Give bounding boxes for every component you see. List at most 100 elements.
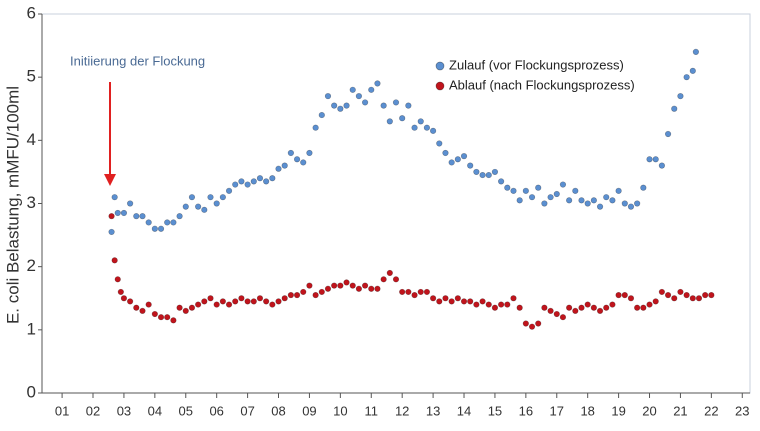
y-tick-label: 5 xyxy=(27,67,36,86)
point xyxy=(683,291,690,299)
x-tick-label: 13 xyxy=(426,403,440,418)
point xyxy=(281,295,288,302)
point xyxy=(498,301,505,308)
point xyxy=(460,153,468,160)
y-tick-label: 0 xyxy=(27,382,36,401)
x-tick-label: 22 xyxy=(704,403,718,418)
y-tick-label: 1 xyxy=(27,319,36,338)
point xyxy=(547,307,554,314)
point xyxy=(658,288,665,296)
point xyxy=(491,168,499,176)
point xyxy=(263,178,270,185)
point xyxy=(139,307,146,314)
point xyxy=(392,276,400,283)
point xyxy=(695,295,703,302)
point xyxy=(547,194,554,201)
point xyxy=(120,295,128,302)
x-tick-label: 06 xyxy=(209,403,223,418)
legend-marker xyxy=(435,61,445,71)
point xyxy=(572,187,579,194)
point xyxy=(281,162,288,169)
point xyxy=(164,314,171,321)
point xyxy=(151,225,158,232)
x-tick-label: 18 xyxy=(580,403,594,418)
point xyxy=(337,282,344,289)
point xyxy=(368,285,375,292)
point xyxy=(399,115,406,122)
x-tick-label: 05 xyxy=(179,403,193,418)
point xyxy=(423,124,431,131)
point xyxy=(386,269,393,277)
point xyxy=(337,105,344,112)
point xyxy=(615,187,622,194)
point xyxy=(170,317,177,324)
x-tick-label: 07 xyxy=(240,403,254,418)
point xyxy=(306,149,313,157)
point xyxy=(219,194,226,201)
point xyxy=(664,130,672,138)
point xyxy=(671,295,678,302)
point xyxy=(256,175,264,182)
point xyxy=(263,298,270,305)
point xyxy=(522,187,529,194)
point xyxy=(244,298,251,305)
point xyxy=(176,304,183,311)
point xyxy=(417,118,424,125)
point xyxy=(127,298,134,305)
point xyxy=(275,165,282,172)
point xyxy=(213,301,220,308)
point xyxy=(380,276,387,283)
point xyxy=(232,298,239,305)
point xyxy=(640,304,647,311)
point xyxy=(442,149,449,157)
point xyxy=(324,285,332,292)
point xyxy=(238,178,245,185)
point xyxy=(596,307,604,314)
point xyxy=(188,304,196,311)
y-tick-label: 2 xyxy=(27,256,36,275)
point xyxy=(182,203,189,210)
legend-label: Ablauf (nach Flockungsprozess) xyxy=(449,77,635,92)
point xyxy=(157,314,165,321)
point xyxy=(201,298,208,305)
point xyxy=(411,124,418,131)
point xyxy=(566,304,573,311)
point xyxy=(621,291,628,299)
point xyxy=(188,194,196,201)
point xyxy=(473,301,480,308)
x-tick-label: 17 xyxy=(550,403,564,418)
point xyxy=(658,162,665,169)
point xyxy=(467,298,474,305)
point xyxy=(473,168,480,176)
point xyxy=(293,156,301,163)
point xyxy=(498,178,505,185)
point xyxy=(331,282,338,289)
point xyxy=(300,288,307,296)
point xyxy=(114,276,121,283)
point xyxy=(609,197,616,204)
point xyxy=(201,206,208,213)
point xyxy=(646,156,653,163)
point xyxy=(256,295,264,302)
point xyxy=(516,197,523,204)
point xyxy=(535,320,542,327)
x-tick-label: 12 xyxy=(395,403,409,418)
point xyxy=(405,288,412,296)
point xyxy=(671,105,678,112)
point xyxy=(467,162,474,169)
point xyxy=(454,156,461,163)
point xyxy=(405,102,412,109)
point xyxy=(664,291,672,299)
point xyxy=(244,181,251,188)
point xyxy=(411,291,418,299)
point xyxy=(232,181,239,188)
point xyxy=(225,301,233,308)
point xyxy=(448,159,455,166)
point xyxy=(479,298,486,305)
point xyxy=(250,178,257,185)
point xyxy=(324,93,332,100)
point xyxy=(368,86,375,93)
point xyxy=(485,301,492,308)
point xyxy=(380,102,387,109)
